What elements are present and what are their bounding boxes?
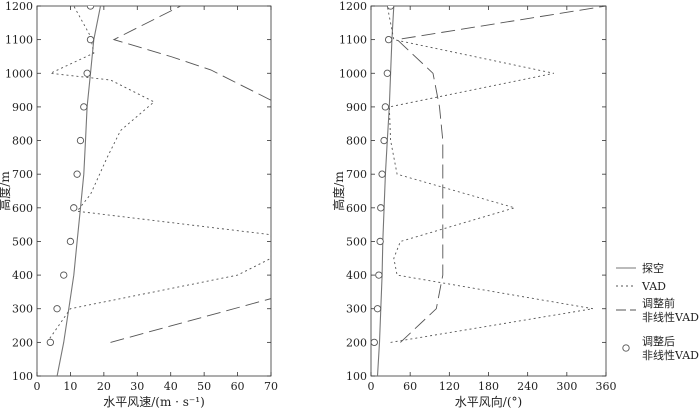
legend-label: 调整后 bbox=[642, 334, 675, 348]
series-point-nonlinear_after bbox=[378, 170, 386, 178]
panel-wind-direction: 0 60 120 180 240 300 360 100 200 300 400 500 600 700 8… bbox=[331, 0, 617, 408]
series-point-nonlinear_after bbox=[66, 237, 75, 246]
legend-label: 非线性VAD bbox=[642, 310, 699, 324]
y-tick-label: 100 bbox=[12, 370, 33, 383]
x-axis-label: 水平风向/(°) bbox=[455, 394, 522, 408]
series-point-nonlinear_after bbox=[76, 136, 85, 145]
x-tick-label: 70 bbox=[264, 380, 278, 393]
series-point-nonlinear_after bbox=[375, 271, 383, 279]
series-line-nonlinear_before bbox=[110, 298, 271, 343]
series-group bbox=[371, 6, 606, 376]
y-tick-label: 1200 bbox=[5, 0, 33, 13]
y-tick-label: 200 bbox=[346, 336, 367, 349]
series-point-nonlinear_after bbox=[46, 338, 55, 347]
series-point-nonlinear_after bbox=[53, 305, 61, 313]
x-tick-label: 240 bbox=[517, 380, 538, 393]
series-point-nonlinear_after bbox=[386, 6, 395, 10]
x-axis-label: 水平风速/(m · s⁻¹) bbox=[103, 395, 205, 408]
series-point-nonlinear_after bbox=[86, 35, 95, 44]
y-tick-label: 800 bbox=[346, 135, 367, 148]
series-point-nonlinear_after bbox=[381, 103, 390, 111]
y-tick-label: 600 bbox=[12, 202, 33, 215]
y-tick-label: 900 bbox=[346, 101, 367, 114]
y-tick-label: 700 bbox=[12, 168, 33, 181]
x-tick-label: 300 bbox=[556, 380, 577, 393]
y-tick-label: 300 bbox=[346, 303, 367, 316]
series-point-nonlinear_after bbox=[83, 69, 91, 77]
y-tick-label: 400 bbox=[12, 269, 33, 282]
series-point-nonlinear_after bbox=[376, 237, 384, 246]
y-tick-label: 200 bbox=[12, 336, 33, 349]
x-tick-label: 60 bbox=[403, 380, 417, 393]
y-axis-label: 高度/m bbox=[331, 171, 346, 211]
y-tick-label: 700 bbox=[346, 168, 367, 181]
y-tick-label: 500 bbox=[346, 235, 367, 248]
series-point-nonlinear_after bbox=[380, 136, 388, 145]
legend-label: VAD bbox=[641, 280, 666, 293]
y-tick-label: 1100 bbox=[339, 34, 367, 47]
series-line-sounding bbox=[376, 6, 395, 376]
x-tick-label: 10 bbox=[63, 380, 77, 393]
series-point-nonlinear_after bbox=[371, 338, 378, 347]
y-tick-label: 800 bbox=[12, 135, 33, 148]
series-line-vad bbox=[46, 6, 271, 343]
legend-label: 探空 bbox=[642, 261, 664, 275]
series-line-sounding bbox=[56, 6, 102, 376]
series-group bbox=[46, 6, 271, 376]
series-point-nonlinear_after bbox=[86, 6, 95, 10]
legend-label: 调整前 bbox=[642, 296, 675, 310]
legend-symbol-nonlinear_after bbox=[622, 344, 630, 352]
series-point-nonlinear_after bbox=[60, 271, 68, 279]
y-tick-label: 100 bbox=[346, 370, 367, 383]
series-line-vad bbox=[386, 6, 593, 343]
y-axis-label: 高度/m bbox=[0, 171, 12, 211]
plot-frame bbox=[36, 5, 272, 377]
y-tick-label: 1000 bbox=[339, 67, 367, 80]
y-tick-label: 600 bbox=[346, 202, 367, 215]
series-point-nonlinear_after bbox=[73, 170, 81, 178]
x-tick-label: 360 bbox=[596, 380, 617, 393]
y-tick-label: 1000 bbox=[5, 67, 33, 80]
series-point-nonlinear_after bbox=[373, 305, 382, 313]
series-point-nonlinear_after bbox=[70, 204, 78, 212]
series-line-nonlinear_before bbox=[112, 6, 271, 101]
x-tick-label: 0 bbox=[34, 380, 41, 393]
y-tick-label: 300 bbox=[12, 303, 33, 316]
x-tick-label: 0 bbox=[368, 380, 375, 393]
x-tick-label: 60 bbox=[231, 380, 245, 393]
y-tick-label: 400 bbox=[346, 269, 367, 282]
series-point-nonlinear_after bbox=[80, 103, 88, 111]
x-tick-label: 50 bbox=[197, 380, 211, 393]
series-line-nonlinear_before bbox=[396, 6, 606, 343]
x-tick-label: 30 bbox=[130, 380, 144, 393]
y-tick-label: 1200 bbox=[339, 0, 367, 13]
x-tick-label: 20 bbox=[97, 380, 111, 393]
legend-label: 非线性VAD bbox=[642, 348, 699, 362]
x-tick-label: 180 bbox=[478, 380, 499, 393]
y-tick-label: 1100 bbox=[5, 34, 33, 47]
x-tick-label: 40 bbox=[164, 380, 178, 393]
panel-wind-speed: 0 10 20 30 40 50 60 70 100 200 300 400 500 600 700 800 9… bbox=[0, 0, 278, 408]
series-point-nonlinear_after bbox=[383, 69, 391, 77]
series-point-nonlinear_after bbox=[384, 35, 393, 44]
x-tick-label: 120 bbox=[439, 380, 460, 393]
series-point-nonlinear_after bbox=[377, 204, 385, 212]
y-tick-label: 500 bbox=[12, 235, 33, 248]
y-tick-label: 900 bbox=[12, 101, 33, 114]
